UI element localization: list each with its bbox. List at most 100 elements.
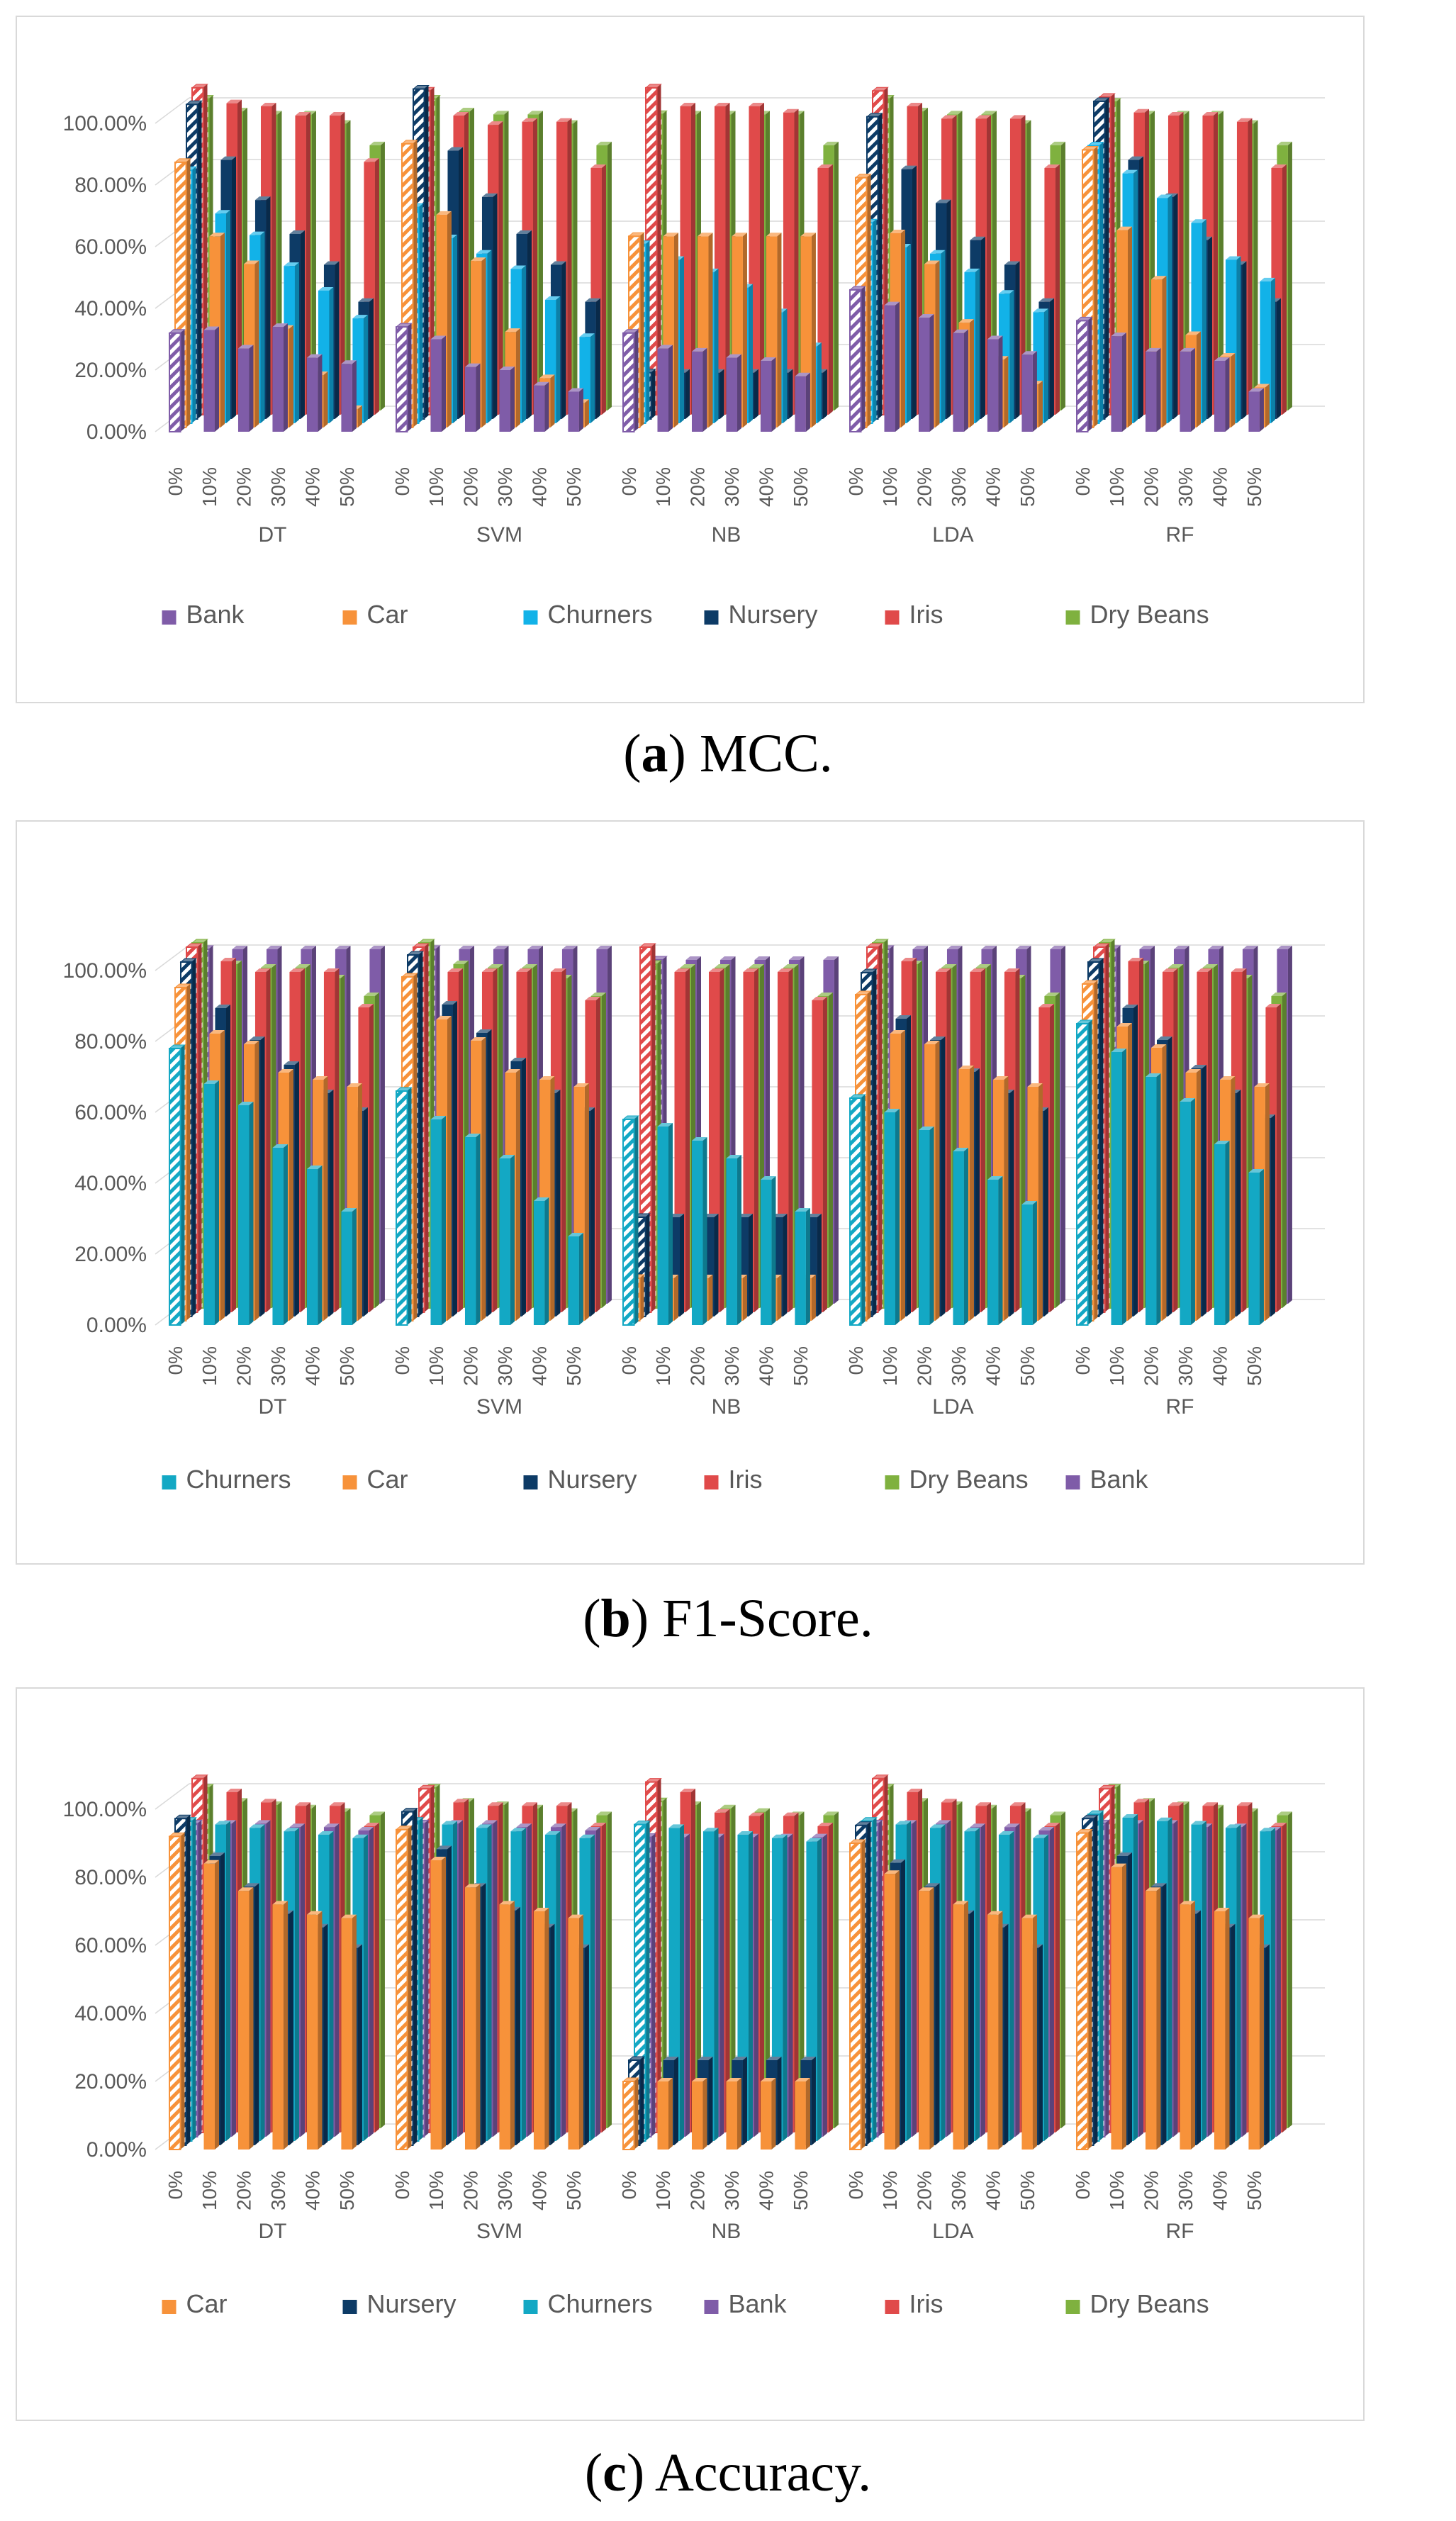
bar-top — [215, 1821, 230, 1825]
bar — [657, 2078, 673, 2150]
bar-side — [645, 1214, 650, 1317]
bar-front — [918, 1130, 930, 1325]
bar-side — [783, 1214, 788, 1317]
legend-item: Dry Beans — [885, 1465, 1029, 1494]
y-tick-label: 20.00% — [74, 2070, 147, 2094]
x-tick-label: 40% — [1209, 467, 1231, 507]
bar-side — [447, 211, 452, 427]
group-label: SVM — [476, 523, 522, 547]
bar — [533, 1908, 549, 2150]
x-tick-label: 50% — [1017, 2171, 1038, 2210]
bar-top — [487, 964, 503, 968]
bar-top — [981, 111, 997, 115]
bar-side — [380, 946, 385, 1304]
bar-front — [430, 339, 442, 432]
group-label: SVM — [476, 1395, 522, 1419]
bar-top — [1038, 298, 1054, 302]
legend-item: Car — [342, 600, 408, 629]
bar-top — [1128, 958, 1143, 961]
bar-top — [369, 1811, 385, 1816]
bar-top — [284, 262, 299, 267]
bar-top — [453, 961, 469, 964]
bar-front — [884, 1112, 895, 1325]
legend-label: Car — [186, 2289, 228, 2318]
chart-panel-mcc: 0.00% 20.00% 40.00% 60.00% 80.00% 100.00% 0% 10… — [16, 16, 1365, 703]
bar-top — [220, 958, 236, 961]
bar-top — [668, 1824, 684, 1828]
bar-front — [306, 1169, 318, 1325]
bar-front — [272, 1148, 284, 1325]
bar-side — [1004, 1076, 1009, 1321]
bar-top — [590, 1823, 606, 1826]
bar — [884, 1109, 900, 1325]
bar-side — [180, 1833, 185, 2150]
bar-side — [783, 308, 788, 423]
bar-side — [453, 1001, 457, 1317]
bar-top — [760, 357, 776, 361]
bar — [430, 335, 446, 432]
bar-top — [935, 1820, 951, 1824]
bar-top — [237, 1887, 254, 1891]
x-tick-label: 30% — [1175, 1346, 1197, 1386]
bar-side — [607, 1811, 612, 2128]
legend-swatch — [704, 1475, 719, 1489]
bar-side — [532, 118, 537, 415]
bar — [272, 1144, 288, 1325]
bar-side — [1122, 1863, 1126, 2150]
bar-top — [430, 1116, 446, 1119]
bar-side — [283, 323, 288, 432]
bar — [1021, 1914, 1037, 2150]
bar-front — [953, 332, 964, 432]
bar-top — [895, 1015, 911, 1019]
x-tick-label: 10% — [652, 1346, 674, 1386]
bar-front — [1214, 1911, 1226, 2150]
bar-top — [237, 1102, 254, 1105]
bar-side — [788, 369, 793, 419]
bar-side — [737, 2078, 741, 2150]
bar-top — [1236, 1802, 1253, 1806]
bar-front — [918, 1891, 930, 2150]
bar-side — [335, 1823, 340, 2137]
bar — [533, 1197, 549, 1325]
bar-side — [811, 1275, 816, 1321]
bar-side — [1162, 1044, 1167, 1321]
bar-top — [726, 354, 741, 358]
gridline-depth — [155, 97, 190, 124]
bar-side — [352, 1208, 357, 1325]
bar-top — [358, 298, 374, 302]
x-tick-label: 30% — [267, 467, 289, 507]
bar-top — [691, 347, 707, 352]
bar-top — [970, 236, 985, 240]
bar-side — [249, 1887, 254, 2150]
bar-top — [510, 1828, 526, 1832]
caption-text: MCC. — [699, 724, 833, 783]
bar-top — [1214, 1141, 1230, 1144]
bar-side — [254, 1041, 259, 1321]
bar-side — [232, 1820, 236, 2137]
x-tick-label: 40% — [982, 467, 1004, 507]
bar-top — [1191, 1065, 1206, 1068]
bar-side — [220, 1852, 225, 2145]
bar-front — [272, 1904, 284, 2150]
bar-top — [1133, 1799, 1149, 1803]
legend-label: Dry Beans — [1090, 2289, 1209, 2318]
bar-top — [596, 946, 612, 949]
bar-side — [1009, 1831, 1014, 2141]
bar-side — [318, 1911, 323, 2150]
bar-top — [663, 233, 678, 237]
bar-top — [812, 997, 827, 1000]
bar-top — [209, 1030, 225, 1034]
bar-top — [1111, 1863, 1126, 1867]
x-tick-label: 50% — [1243, 1346, 1265, 1386]
bar-top — [306, 1911, 323, 1915]
bar-top — [726, 2078, 741, 2081]
x-tick-label: 0% — [618, 2171, 640, 2199]
bar-side — [300, 968, 305, 1312]
bar-side — [1173, 1820, 1178, 2137]
bar-side — [1173, 193, 1178, 419]
bar-top — [522, 118, 537, 122]
bar-front — [237, 1891, 250, 2150]
bar-top — [1254, 1083, 1270, 1087]
x-tick-label: 20% — [233, 2171, 255, 2210]
bar-side — [1196, 331, 1201, 427]
